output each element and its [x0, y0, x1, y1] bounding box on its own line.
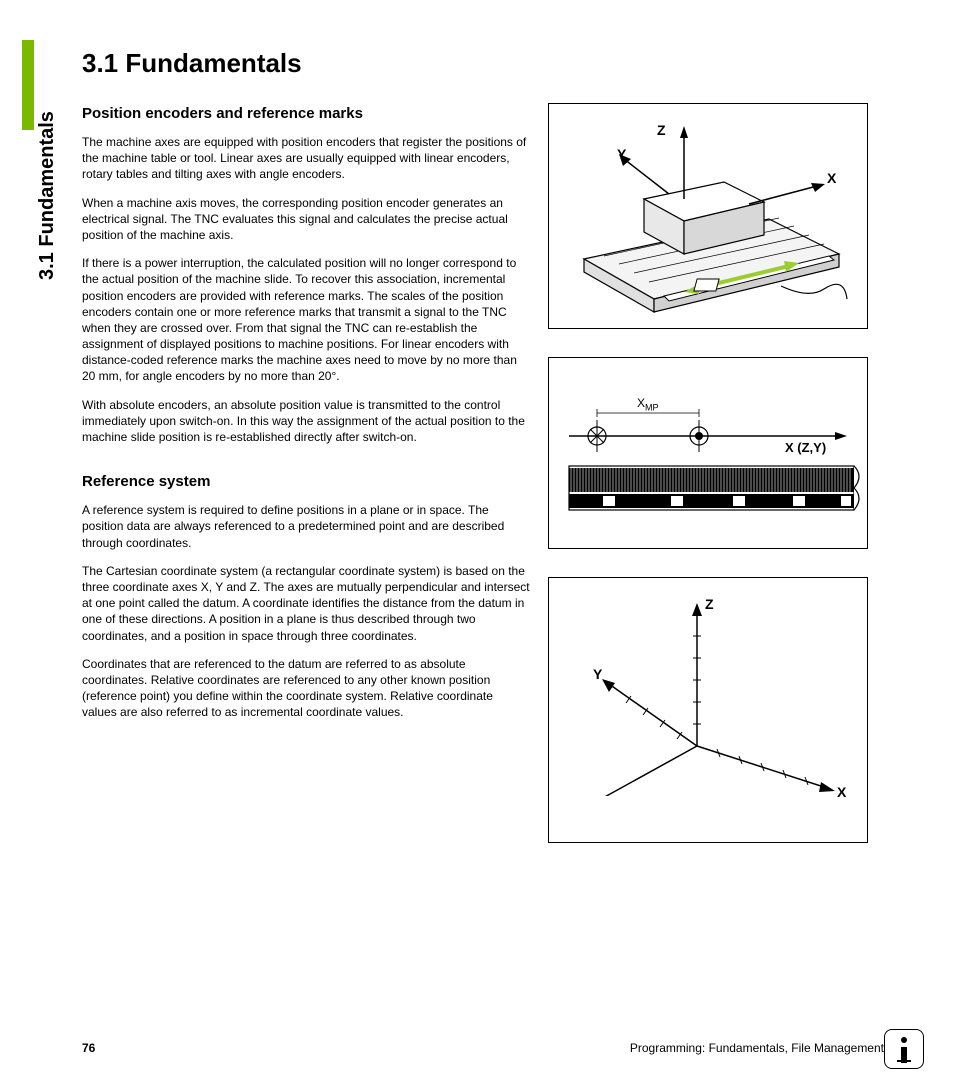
figure-column: Z Y X	[548, 103, 868, 871]
side-tab: 3.1 Fundamentals	[22, 40, 52, 280]
figure-linear-scale: XMP X (Z,Y)	[548, 357, 868, 549]
section2-p1: A reference system is required to define…	[82, 502, 530, 551]
info-icon-base	[897, 1060, 911, 1062]
page-footer: 76 Programming: Fundamentals, File Manag…	[82, 1041, 884, 1055]
fig3-z-label: Z	[705, 596, 714, 612]
page-content: 3.1 Fundamentals Position encoders and r…	[82, 48, 884, 871]
section1-p3: If there is a power interruption, the ca…	[82, 255, 530, 385]
fig1-x-label: X	[827, 170, 836, 186]
fig2-axis-label: X (Z,Y)	[785, 440, 826, 455]
two-column-layout: Position encoders and reference marks Th…	[82, 103, 884, 871]
text-column: Position encoders and reference marks Th…	[82, 103, 530, 871]
main-title: 3.1 Fundamentals	[82, 48, 884, 79]
chapter-label: Programming: Fundamentals, File Manageme…	[630, 1041, 884, 1055]
section1-p4: With absolute encoders, an absolute posi…	[82, 397, 530, 446]
section1-p1: The machine axes are equipped with posit…	[82, 134, 530, 183]
fig1-y-label: Y	[617, 146, 626, 162]
section2-p2: The Cartesian coordinate system (a recta…	[82, 563, 530, 644]
info-icon-dot	[901, 1037, 907, 1043]
section2-p3: Coordinates that are referenced to the d…	[82, 656, 530, 721]
side-tab-accent	[22, 40, 34, 130]
fig2-xmp-label: XMP	[637, 396, 659, 412]
section1-p2: When a machine axis moves, the correspon…	[82, 195, 530, 244]
info-icon	[884, 1029, 924, 1069]
figure-cartesian: Z Y X	[548, 577, 868, 843]
fig3-x-label: X	[837, 784, 846, 800]
section2-heading: Reference system	[82, 473, 530, 490]
page-number: 76	[82, 1041, 95, 1055]
machine-table-diagram	[549, 104, 869, 330]
fig1-z-label: Z	[657, 122, 666, 138]
side-tab-label: 3.1 Fundamentals	[36, 111, 59, 280]
fig3-y-label: Y	[593, 666, 602, 682]
figure-machine-table: Z Y X	[548, 103, 868, 329]
cartesian-diagram	[549, 578, 869, 844]
section1-heading: Position encoders and reference marks	[82, 105, 530, 122]
